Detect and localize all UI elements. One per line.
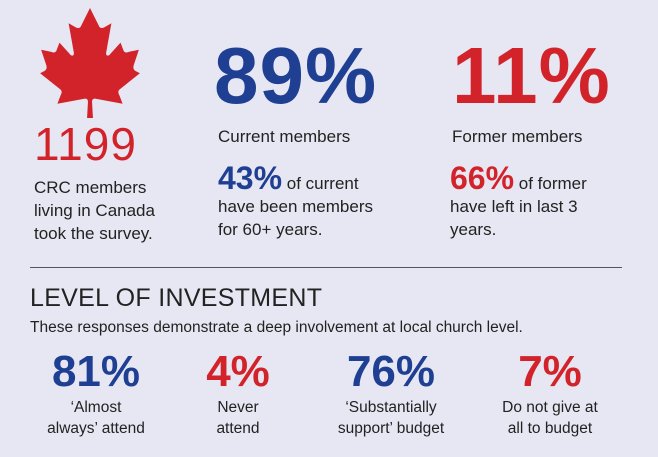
former-sub-text: of former [514, 174, 587, 193]
survey-description-line: CRC members [34, 178, 147, 197]
former-members-label: Former members [452, 127, 583, 146]
stat-value: 4% [206, 347, 270, 396]
stat-do-not-give: 7% Do not give at all to budget [470, 347, 630, 439]
current-sub-percent: 43% [218, 160, 283, 196]
section-divider [30, 267, 622, 268]
stat-value: 7% [518, 347, 582, 396]
survey-description: CRC members living in Canada took the su… [34, 176, 194, 245]
former-members-detail: 66% of former have left in last 3 years. [450, 160, 650, 241]
current-sub-text: have been members [218, 197, 373, 216]
stat-caption: attend [216, 420, 260, 437]
former-sub-text: have left in last 3 [450, 197, 578, 216]
current-members-detail: 43% of current have been members for 60+… [218, 160, 418, 241]
stat-substantially-support-budget: 76% ‘Substantially support’ budget [318, 347, 464, 439]
investment-title: LEVEL OF INVESTMENT [30, 284, 323, 312]
stat-almost-always-attend: 81% ‘Almost always’ attend [26, 347, 166, 439]
stat-value: 81% [51, 347, 141, 396]
stat-caption: ‘Almost [70, 399, 122, 416]
survey-description-line: took the survey. [34, 224, 153, 243]
survey-count: 1199 [34, 118, 137, 170]
current-sub-text: for 60+ years. [218, 220, 323, 239]
current-members-percent: 89% [214, 31, 378, 120]
survey-description-line: living in Canada [34, 201, 155, 220]
former-members-percent: 11% [452, 31, 611, 120]
current-members-label: Current members [218, 127, 351, 146]
stat-caption: support’ budget [337, 420, 445, 437]
stat-caption: ‘Substantially [345, 399, 437, 416]
stat-caption: always’ attend [47, 420, 145, 437]
former-sub-text: years. [450, 220, 497, 239]
stat-value: 76% [346, 347, 436, 396]
former-sub-percent: 66% [450, 160, 515, 196]
current-sub-text: of current [282, 174, 359, 193]
stat-caption: Never [217, 399, 259, 416]
stat-never-attend: 4% Never attend [178, 347, 298, 439]
maple-leaf-icon [40, 8, 140, 118]
investment-description: These responses demonstrate a deep invol… [30, 319, 523, 336]
stat-caption: Do not give at [502, 399, 598, 416]
stat-caption: all to budget [507, 420, 593, 437]
